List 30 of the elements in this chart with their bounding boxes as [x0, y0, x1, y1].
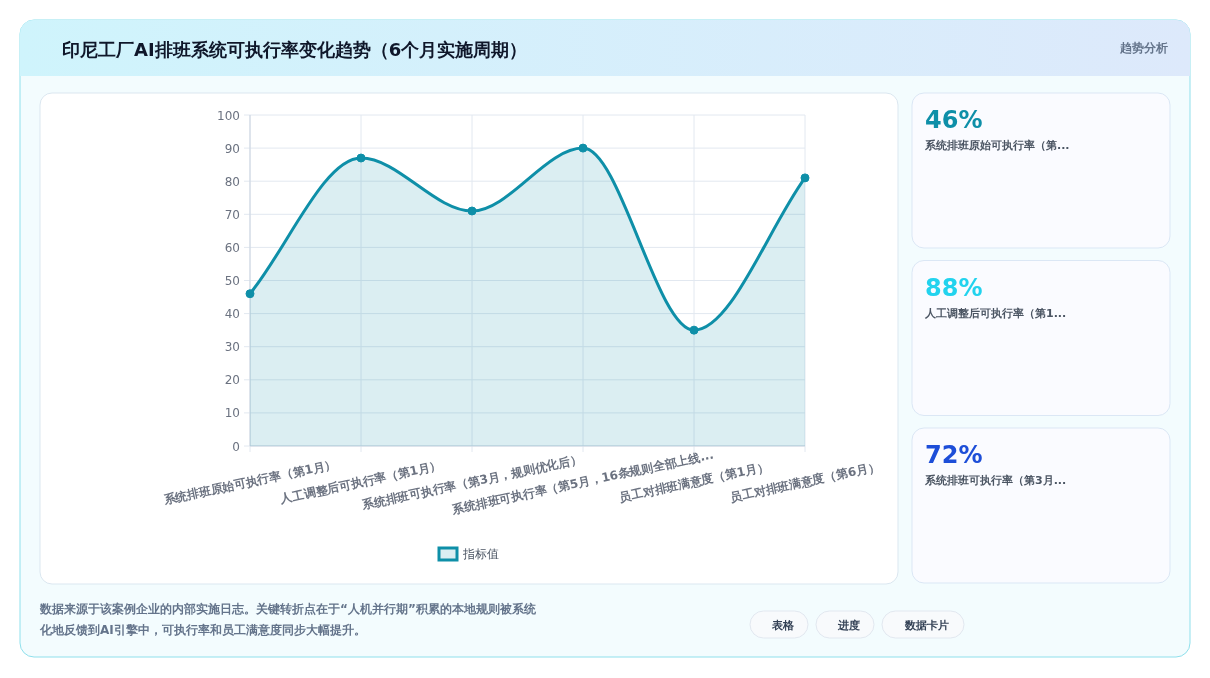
- point: [578, 143, 588, 153]
- text: 88%: [925, 273, 983, 302]
- y-tick-label: 100: [217, 108, 240, 123]
- legend-label: 指标值: [462, 547, 499, 561]
- point: [467, 206, 477, 216]
- point: [800, 173, 810, 183]
- point: [245, 289, 255, 299]
- y-tick-label: 70: [224, 207, 240, 222]
- y-tick-label: 50: [224, 274, 240, 288]
- y-tick-label: 20: [224, 373, 240, 388]
- y-tick-label: 30: [224, 340, 240, 355]
- text: 数据卡片: [904, 619, 949, 632]
- y-tick-label: 60: [224, 240, 240, 255]
- y-tick-label: 90: [224, 141, 240, 156]
- y-tick-label: 10: [224, 406, 240, 421]
- text: 数据来源于该案例企业的内部实施日志。关键转折点在于“人机并行期”积累的本地规则被系统化地反馈到AI引擎中，可执行率和员工满意度同步大幅提升。: [39, 602, 537, 637]
- text: 46%: [925, 106, 983, 134]
- text: 系统排班可执行率（第3月...: [924, 474, 1067, 487]
- text: 系统排班原始可执行率（第...: [924, 139, 1070, 152]
- point: [356, 153, 366, 163]
- text: 表格: [771, 619, 795, 632]
- text: 进度: [837, 619, 860, 632]
- point: [689, 325, 699, 335]
- y-tick-label: 80: [224, 174, 240, 189]
- chart-title: 印尼工厂AI排班系统可执行率变化趋势（6个月实施周期）: [62, 39, 528, 60]
- text: 人工调整后可执行率（第1...: [924, 306, 1067, 320]
- text: 72%: [925, 441, 983, 469]
- y-tick-label: 0: [232, 439, 240, 454]
- y-tick-label: 40: [224, 307, 240, 322]
- text: 趋势分析: [1119, 41, 1168, 55]
